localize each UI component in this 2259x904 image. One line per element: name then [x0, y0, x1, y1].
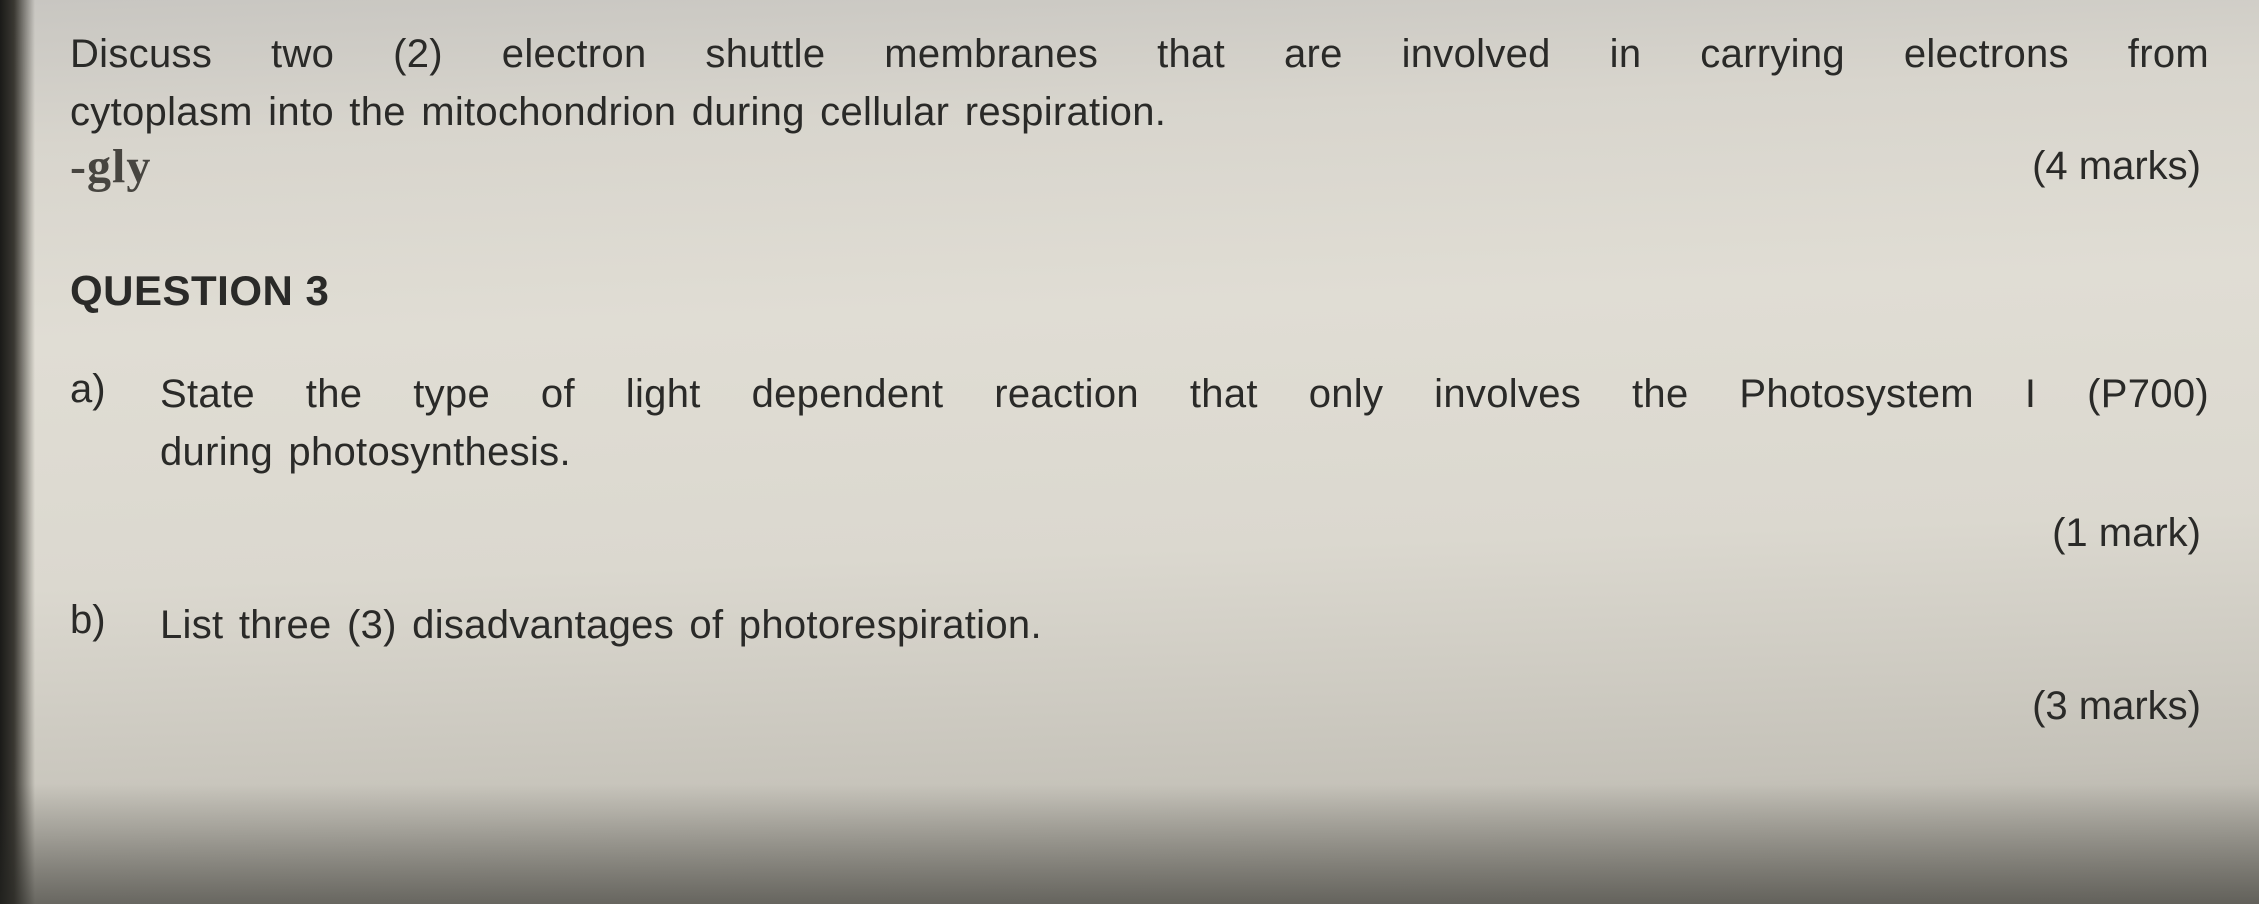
part-a-marks: (1 mark): [160, 511, 2209, 556]
part-a: a) State the type of light dependent rea…: [70, 365, 2209, 481]
exam-page: Discuss two (2) electron shuttle membran…: [70, 25, 2209, 769]
intro-marks: (4 marks): [70, 144, 2209, 189]
part-b-marks: (3 marks): [160, 684, 2209, 729]
intro-line-1: Discuss two (2) electron shuttle membran…: [70, 25, 2209, 83]
intro-line-2: cytoplasm into the mitochondrion during …: [70, 83, 2209, 141]
part-a-line-2: during photosynthesis.: [160, 423, 2209, 481]
page-left-shadow: [0, 0, 35, 904]
part-a-label: a): [70, 365, 160, 412]
part-b-line-1: List three (3) disadvantages of photores…: [160, 596, 2209, 654]
part-b-body: List three (3) disadvantages of photores…: [160, 596, 2209, 654]
part-a-line-1: State the type of light dependent reacti…: [160, 365, 2209, 423]
question-heading: QUESTION 3: [70, 267, 2209, 315]
part-a-body: State the type of light dependent reacti…: [160, 365, 2209, 481]
part-b: b) List three (3) disadvantages of photo…: [70, 596, 2209, 654]
page-bottom-shadow: [0, 784, 2259, 904]
part-b-label: b): [70, 596, 160, 643]
